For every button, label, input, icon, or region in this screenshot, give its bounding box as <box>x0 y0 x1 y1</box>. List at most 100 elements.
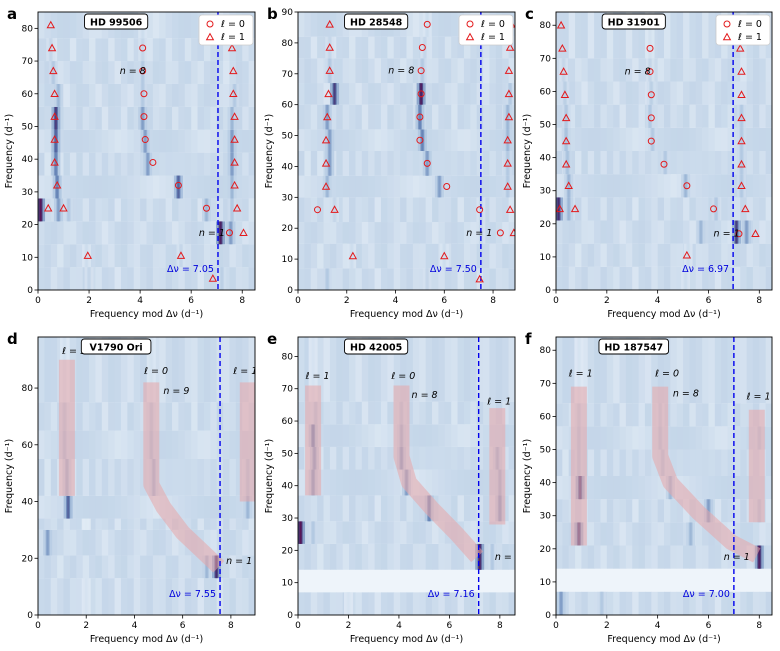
heatmap-cell <box>304 197 312 223</box>
x-tick-label: 6 <box>706 296 712 306</box>
heatmap-cell <box>457 36 465 59</box>
l1-marker <box>505 205 515 213</box>
heatmap-cell <box>298 12 305 37</box>
heatmap-cell <box>664 243 671 267</box>
heatmap-cell <box>664 197 671 221</box>
heatmap-cell <box>380 129 388 151</box>
heatmap-cell <box>495 592 503 615</box>
heatmap-cell <box>114 402 122 431</box>
heatmap-cell <box>229 529 237 556</box>
heatmap-cell <box>664 337 671 404</box>
heatmap-cell <box>184 578 192 615</box>
heatmap-cell <box>683 151 690 175</box>
heatmap-cell <box>178 458 186 496</box>
heatmap-cell <box>695 81 703 105</box>
heatmap-cell <box>600 81 608 105</box>
heatmap-cell <box>562 337 570 404</box>
heatmap-cell <box>457 58 465 84</box>
heatmap-cell <box>406 592 414 615</box>
heatmap-cell <box>317 175 325 198</box>
heatmap-cell <box>133 458 141 496</box>
heatmap-cell <box>695 243 703 267</box>
heatmap-cell <box>317 12 325 37</box>
heatmap-cell <box>57 529 65 556</box>
heatmap-cell <box>708 403 716 427</box>
l0-marker <box>647 91 655 99</box>
heatmap-cell <box>483 521 490 544</box>
heatmap-cell <box>89 555 96 579</box>
heatmap-cell <box>676 127 684 151</box>
l0-marker <box>646 68 654 76</box>
heatmap-cell <box>242 198 250 222</box>
heatmap-cell <box>759 58 767 82</box>
heatmap-cell <box>38 430 45 459</box>
heatmap-cell <box>191 402 199 431</box>
heatmap-peak-center <box>46 529 49 556</box>
heatmap-cell <box>374 151 382 176</box>
heatmap-row <box>298 592 515 615</box>
annotation: n = 1 <box>226 556 252 567</box>
heatmap-cell <box>664 104 671 128</box>
heatmap-cell <box>476 104 484 130</box>
heatmap-cell <box>323 495 331 522</box>
heatmap-cell <box>664 174 671 198</box>
heatmap-cell <box>323 543 331 570</box>
heatmap-cell <box>457 129 465 151</box>
heatmap-cell <box>619 403 627 427</box>
y-axis-label: Frequency (d⁻¹) <box>264 439 275 513</box>
heatmap-cell <box>152 221 160 245</box>
heatmap-cell <box>670 266 678 290</box>
heatmap-cell <box>38 518 45 530</box>
heatmap-row <box>38 152 255 176</box>
heatmap-cell <box>191 152 199 176</box>
heatmap-cell <box>114 106 122 130</box>
heatmap-cell <box>178 152 186 176</box>
heatmap-cell <box>223 38 230 62</box>
heatmap-cell <box>38 175 45 199</box>
heatmap-cell <box>457 268 465 290</box>
heatmap-cell <box>165 106 173 130</box>
heatmap-row <box>556 81 772 105</box>
heatmap-cell <box>50 430 58 459</box>
heatmap-cell <box>368 175 376 198</box>
y-tick-label: 50 <box>22 122 34 132</box>
heatmap-cell <box>210 129 218 153</box>
annotation: n = 1 <box>199 228 225 239</box>
heatmap-cell <box>223 198 230 222</box>
heatmap-cell <box>235 402 243 431</box>
heatmap-cell <box>495 151 503 176</box>
heatmap-cell <box>727 174 735 198</box>
heatmap-cell <box>127 518 135 530</box>
heatmap-cell <box>670 12 678 59</box>
annotation: n = 9 <box>163 386 189 397</box>
heatmap-cell <box>438 83 446 105</box>
heatmap-cell <box>361 222 369 244</box>
l1-marker <box>230 112 239 120</box>
heatmap-cell <box>444 36 452 59</box>
heatmap-cell <box>721 243 729 267</box>
heatmap-cell <box>619 591 627 615</box>
heatmap-cell <box>489 197 497 223</box>
y-tick-label: 70 <box>282 70 294 80</box>
heatmap-cell <box>120 83 128 107</box>
heatmap-cell <box>242 83 250 107</box>
heatmap-cell <box>765 220 772 244</box>
heatmap-cell <box>355 543 363 570</box>
heatmap-cell <box>140 267 147 290</box>
heatmap-cell <box>600 243 608 267</box>
heatmap-cell <box>463 495 471 522</box>
heatmap-cell <box>708 243 716 267</box>
heatmap-cell <box>101 244 109 268</box>
heatmap-cell <box>349 222 356 244</box>
heatmap-cell <box>638 426 646 450</box>
heatmap-cell <box>165 267 173 290</box>
heatmap-cell <box>361 424 369 447</box>
heatmap-cell <box>108 244 116 268</box>
heatmap-cell <box>374 197 382 223</box>
heatmap-cell <box>632 449 640 476</box>
heatmap-cell <box>89 578 96 615</box>
heatmap-cell <box>419 175 427 198</box>
heatmap-cell <box>146 555 154 579</box>
y-tick-label: 80 <box>22 384 34 394</box>
